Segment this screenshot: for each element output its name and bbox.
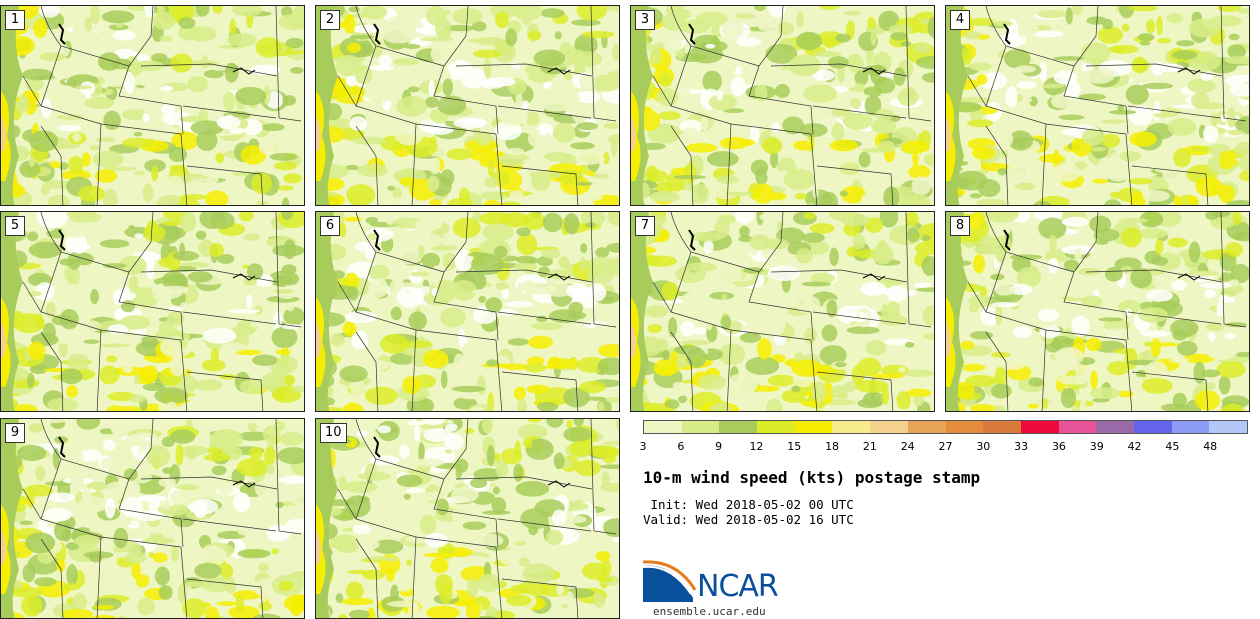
colorbar-tick-label: 9 [715,440,723,453]
colorbar-segment [983,421,1021,433]
colorbar-tick-label: 18 [825,440,840,453]
colorbar-segment [870,421,908,433]
colorbar-segment [757,421,795,433]
colorbar-tick-label: 36 [1051,440,1066,453]
map-panel-6: 6 [315,211,620,412]
colorbar [643,420,1248,434]
chart-title: 10-m wind speed (kts) postage stamp [643,468,981,487]
colorbar-tick-label: 21 [862,440,877,453]
panel-number: 10 [320,423,347,443]
colorbar-segment [832,421,871,433]
wind-speed-map [316,212,619,411]
site-url: ensemble.ucar.edu [653,605,766,618]
colorbar-segment [1096,421,1134,433]
panel-number: 4 [950,10,970,30]
panel-number: 1 [5,10,25,30]
wind-speed-map [316,419,619,618]
valid-time: Valid: Wed 2018-05-02 16 UTC [643,512,854,527]
colorbar-segment [1171,421,1210,433]
map-panel-3: 3 [630,5,935,206]
colorbar-segment [907,421,946,433]
map-panel-9: 9 [0,418,305,619]
wind-speed-map [1,212,304,411]
wind-speed-map [946,212,1249,411]
colorbar-tick-label: 48 [1203,440,1218,453]
colorbar-segment [1209,421,1247,433]
colorbar-segment [644,421,682,433]
colorbar-labels: 3 6 9 12 15 18 21 24 27 30 33 36 39 42 45 48 [639,440,1248,454]
panel-number: 2 [320,10,340,30]
map-panel-7: 7 [630,211,935,412]
colorbar-tick-label: 6 [677,440,685,453]
colorbar-tick-label: 30 [976,440,991,453]
logo-text: NCAR [697,569,779,604]
colorbar-tick-label: 24 [900,440,915,453]
colorbar-tick-label: 42 [1127,440,1142,453]
panel-number: 8 [950,216,970,236]
wind-speed-map [631,212,934,411]
panel-number: 6 [320,216,340,236]
colorbar-segment [945,421,984,433]
wind-speed-map [1,6,304,205]
panel-number: 5 [5,216,25,236]
colorbar-tick-label: 15 [787,440,802,453]
wind-speed-map [1,419,304,618]
colorbar-segment [1133,421,1172,433]
colorbar-segment [681,421,720,433]
colorbar-segment [794,421,833,433]
map-panel-2: 2 [315,5,620,206]
map-panel-8: 8 [945,211,1250,412]
colorbar-segment [1020,421,1059,433]
colorbar-tick-label: 45 [1165,440,1180,453]
panel-number: 7 [635,216,655,236]
colorbar-tick-label: 12 [749,440,764,453]
colorbar-tick-label: 3 [639,440,647,453]
colorbar-tick-label: 27 [938,440,953,453]
map-panel-1: 1 [0,5,305,206]
colorbar-tick-label: 33 [1014,440,1029,453]
panel-number: 3 [635,10,655,30]
map-panel-4: 4 [945,5,1250,206]
colorbar-tick-label: 39 [1089,440,1104,453]
wind-speed-map [946,6,1249,205]
wind-speed-map [316,6,619,205]
colorbar-segment [719,421,758,433]
panel-number: 9 [5,423,25,443]
ncar-logo-icon [643,560,697,602]
map-panel-10: 10 [315,418,620,619]
map-panel-5: 5 [0,211,305,412]
colorbar-segment [1058,421,1097,433]
wind-speed-map [631,6,934,205]
init-time: Init: Wed 2018-05-02 00 UTC [643,497,854,512]
